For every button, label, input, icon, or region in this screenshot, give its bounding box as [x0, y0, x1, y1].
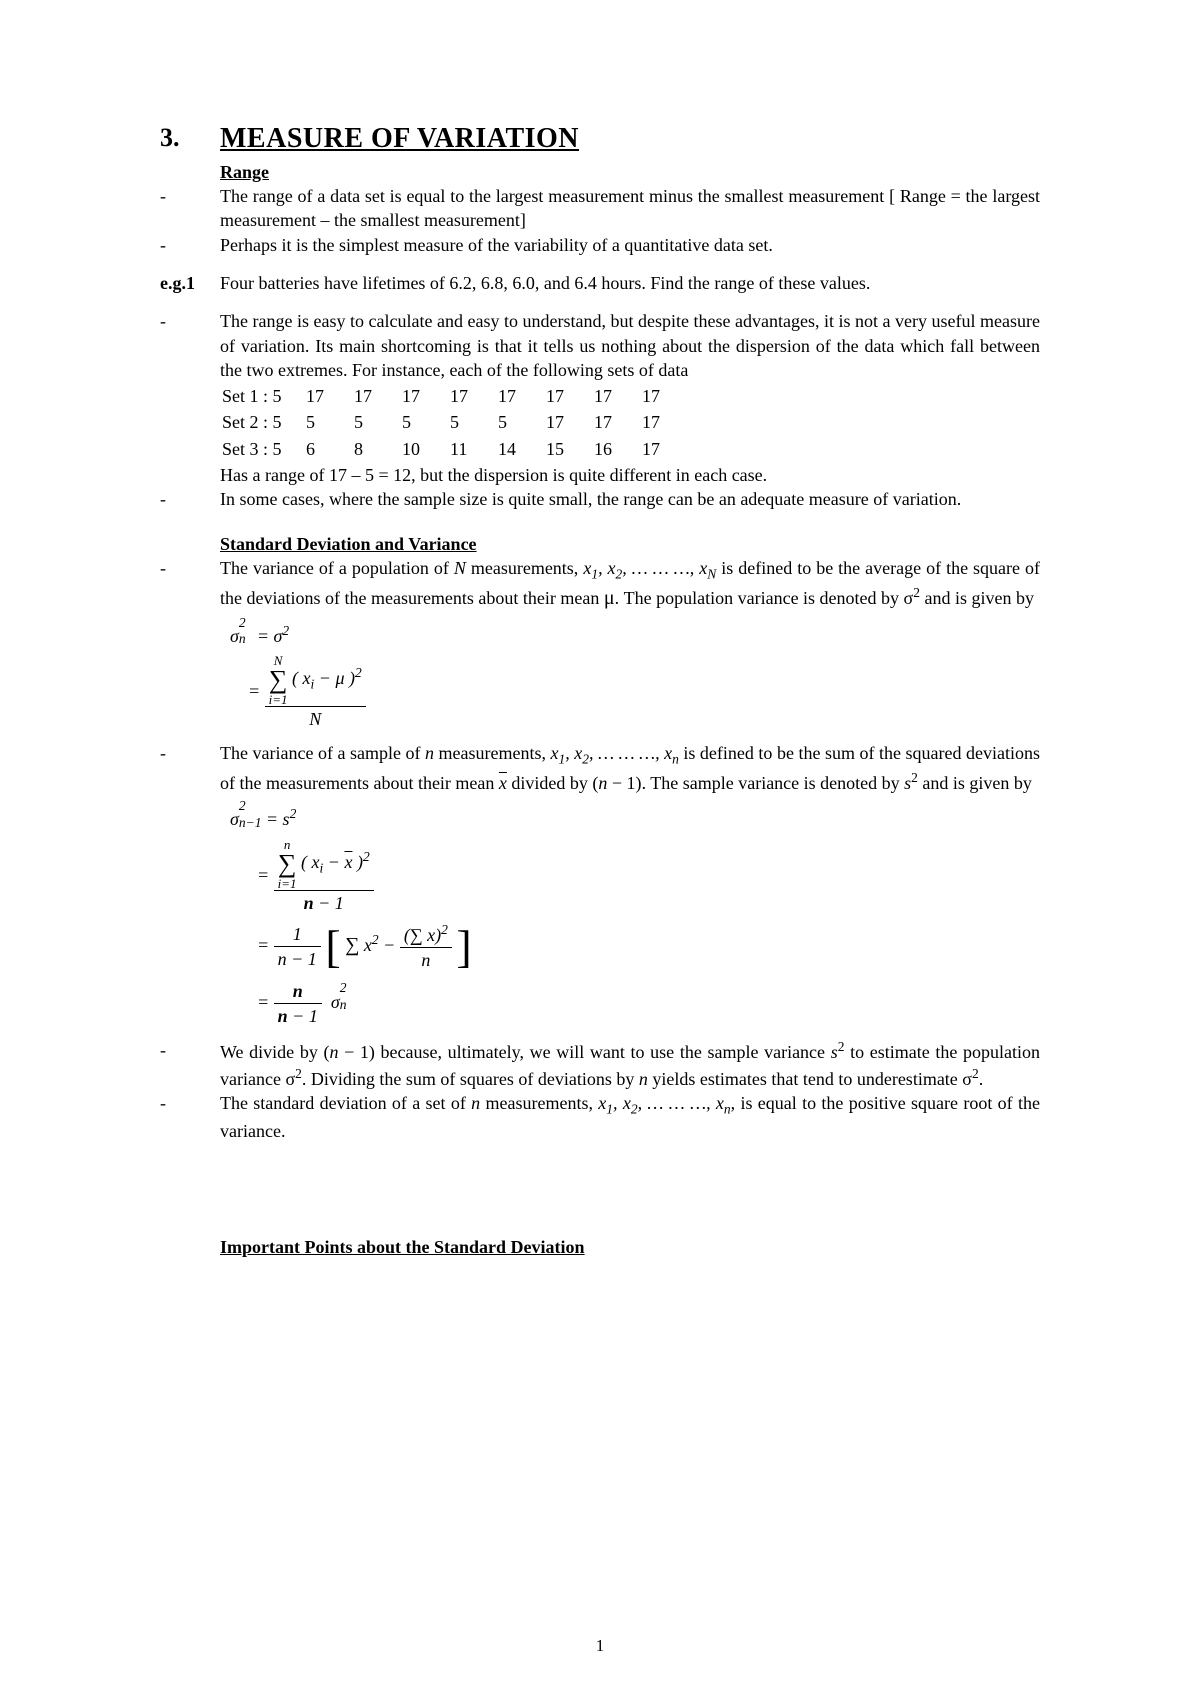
- cell: 5: [498, 410, 544, 434]
- text: measurements,: [480, 1093, 598, 1113]
- text: yields estimates that tend to underestim…: [648, 1069, 962, 1089]
- cell: 17: [642, 437, 688, 461]
- cell: 17: [450, 384, 496, 408]
- range-para-4: Has a range of 17 – 5 = 12, but the disp…: [220, 463, 1040, 487]
- bullet-dash: -: [160, 741, 220, 765]
- cell: 17: [402, 384, 448, 408]
- set-label: Set 3 : 5: [222, 437, 304, 461]
- text: The standard deviation of a set of: [220, 1093, 471, 1113]
- set-label: Set 2 : 5: [222, 410, 304, 434]
- sd-para-2: The variance of a sample of n measuremen…: [220, 741, 1040, 795]
- example-text: Four batteries have lifetimes of 6.2, 6.…: [220, 271, 1040, 295]
- bullet-row: - In some cases, where the sample size i…: [160, 487, 1040, 511]
- cell: 17: [594, 410, 640, 434]
- sample-variance-formula: σ2n−1 = s2 = n∑i=1 ( xi − x )2 n − 1 = 1…: [230, 805, 1040, 1028]
- text: and is given by: [918, 773, 1032, 793]
- range-para-2: Perhaps it is the simplest measure of th…: [220, 233, 1040, 257]
- bullet-row: - The range is easy to calculate and eas…: [160, 309, 1040, 382]
- cell: 17: [594, 384, 640, 408]
- example-label: e.g.1: [160, 271, 220, 295]
- cell: 17: [642, 384, 688, 408]
- bullet-dash: -: [160, 556, 220, 580]
- text: and is given by: [920, 588, 1034, 608]
- bullet-row: - Perhaps it is the simplest measure of …: [160, 233, 1040, 257]
- cell: 17: [306, 384, 352, 408]
- table-row: Set 2 : 5 5 5 5 5 5 17 17 17: [222, 410, 688, 434]
- cell: 5: [354, 410, 400, 434]
- example-row: e.g.1 Four batteries have lifetimes of 6…: [160, 271, 1040, 295]
- cell: 5: [306, 410, 352, 434]
- section-number: 3.: [160, 120, 220, 155]
- bullet-row: - The standard deviation of a set of n m…: [160, 1091, 1040, 1143]
- cell: 17: [498, 384, 544, 408]
- subheading-important: Important Points about the Standard Devi…: [220, 1235, 1040, 1259]
- text: We divide by: [220, 1042, 323, 1062]
- bullet-row: - The variance of a sample of n measurem…: [160, 741, 1040, 795]
- document-page: 3. MEASURE OF VARIATION Range - The rang…: [0, 0, 1200, 1698]
- text: . The population variance is denoted by: [615, 588, 904, 608]
- cell: 11: [450, 437, 496, 461]
- text: . The sample variance is denoted by: [642, 773, 905, 793]
- cell: 15: [546, 437, 592, 461]
- range-para-5: In some cases, where the sample size is …: [220, 487, 1040, 511]
- cell: 6: [306, 437, 352, 461]
- cell: 8: [354, 437, 400, 461]
- page-number: 1: [0, 1635, 1200, 1658]
- range-para-1: The range of a data set is equal to the …: [220, 184, 1040, 233]
- text: The variance of a sample of: [220, 743, 425, 763]
- sd-para-3: We divide by (n − 1) because, ultimately…: [220, 1038, 1040, 1091]
- bullet-row: - The variance of a population of N meas…: [160, 556, 1040, 612]
- bullet-dash: -: [160, 1038, 220, 1062]
- text: because, ultimately, we will want to use…: [375, 1042, 831, 1062]
- bullet-dash: -: [160, 184, 220, 208]
- cell: 5: [402, 410, 448, 434]
- bullet-dash: -: [160, 1091, 220, 1115]
- text: measurements,: [466, 558, 583, 578]
- sd-para-4: The standard deviation of a set of n mea…: [220, 1091, 1040, 1143]
- text: divided by: [507, 773, 593, 793]
- cell: 5: [450, 410, 496, 434]
- text: .: [979, 1069, 984, 1089]
- section-title: MEASURE OF VARIATION: [220, 120, 579, 158]
- cell: 14: [498, 437, 544, 461]
- title-row: 3. MEASURE OF VARIATION: [160, 120, 1040, 158]
- cell: 16: [594, 437, 640, 461]
- text: . Dividing the sum of squares of deviati…: [302, 1069, 639, 1089]
- subheading-sd: Standard Deviation and Variance: [220, 532, 1040, 556]
- bullet-dash: -: [160, 487, 220, 511]
- table-row: Set 3 : 5 6 8 10 11 14 15 16 17: [222, 437, 688, 461]
- bullet-dash: -: [160, 309, 220, 333]
- sd-para-1: The variance of a population of N measur…: [220, 556, 1040, 612]
- table-row: Set 1 : 5 17 17 17 17 17 17 17 17: [222, 384, 688, 408]
- cell: 17: [642, 410, 688, 434]
- text: The variance of a population of: [220, 558, 454, 578]
- cell: 10: [402, 437, 448, 461]
- bullet-row: - The range of a data set is equal to th…: [160, 184, 1040, 233]
- cell: 17: [354, 384, 400, 408]
- data-sets-table: Set 1 : 5 17 17 17 17 17 17 17 17 Set 2 …: [220, 382, 690, 463]
- cell: 17: [546, 384, 592, 408]
- subheading-range: Range: [220, 160, 1040, 184]
- cell: 17: [546, 410, 592, 434]
- set-label: Set 1 : 5: [222, 384, 304, 408]
- population-variance-formula: σ2n = σ2 = N∑i=1 ( xi − μ )2 N: [230, 622, 1040, 732]
- range-para-3: The range is easy to calculate and easy …: [220, 309, 1040, 382]
- bullet-dash: -: [160, 233, 220, 257]
- text: measurements,: [434, 743, 551, 763]
- bullet-row: - We divide by (n − 1) because, ultimate…: [160, 1038, 1040, 1091]
